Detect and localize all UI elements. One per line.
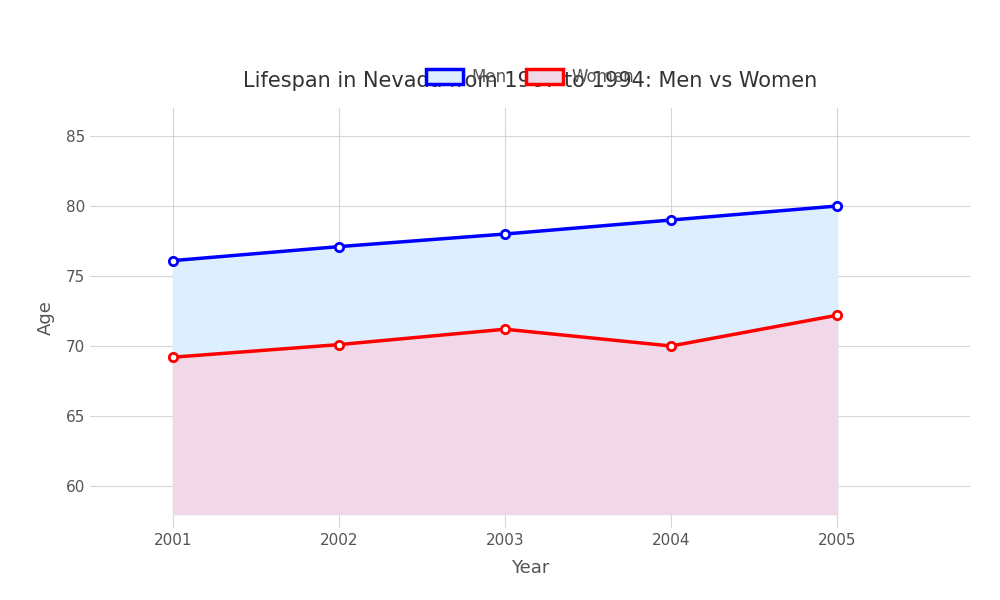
Title: Lifespan in Nevada from 1967 to 1994: Men vs Women: Lifespan in Nevada from 1967 to 1994: Me… <box>243 71 817 91</box>
X-axis label: Year: Year <box>511 559 549 577</box>
Legend: Men, Women: Men, Women <box>419 62 641 93</box>
Y-axis label: Age: Age <box>37 301 55 335</box>
